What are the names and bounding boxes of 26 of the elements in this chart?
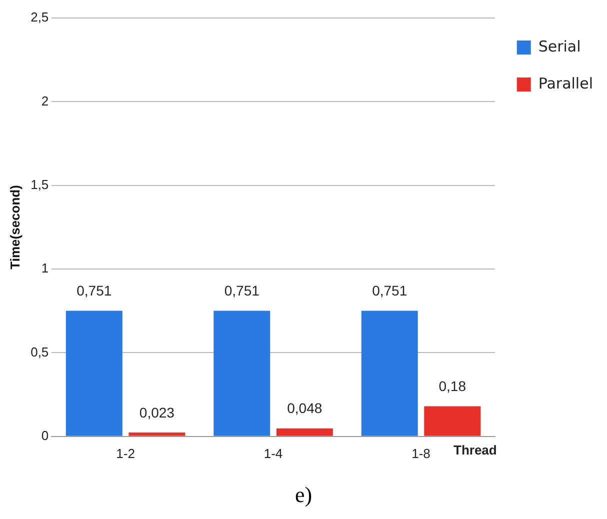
y-tick-label: 2 xyxy=(41,93,49,108)
x-tick-label: 1-4 xyxy=(264,446,283,461)
x-axis-title: Thread xyxy=(454,442,497,458)
data-label: 0,751 xyxy=(372,282,408,299)
y-tick-label: 0 xyxy=(41,428,49,443)
y-tick-label: 1 xyxy=(41,260,49,276)
bar xyxy=(424,406,481,436)
bar xyxy=(214,310,270,436)
bar xyxy=(66,310,122,436)
legend-label: Serial xyxy=(538,37,581,56)
x-tick-label: 1-8 xyxy=(412,446,430,461)
data-label: 0,023 xyxy=(139,404,175,420)
bar xyxy=(276,428,333,436)
data-label: 0,048 xyxy=(287,400,322,416)
y-tick-label: 1,5 xyxy=(30,176,49,192)
data-label: 0,18 xyxy=(438,378,466,394)
text: e) xyxy=(294,482,314,508)
y-tick-label: 2,5 xyxy=(30,10,49,25)
legend-label: Parallel xyxy=(538,74,594,92)
bar xyxy=(361,310,418,436)
y-tick-label: 0,5 xyxy=(30,344,49,360)
data-label: 0,751 xyxy=(224,282,260,299)
data-label: 0,751 xyxy=(76,282,112,299)
bar xyxy=(128,432,186,436)
x-tick-label: 1-2 xyxy=(116,446,135,461)
y-axis-title: Time(second) xyxy=(7,185,22,270)
